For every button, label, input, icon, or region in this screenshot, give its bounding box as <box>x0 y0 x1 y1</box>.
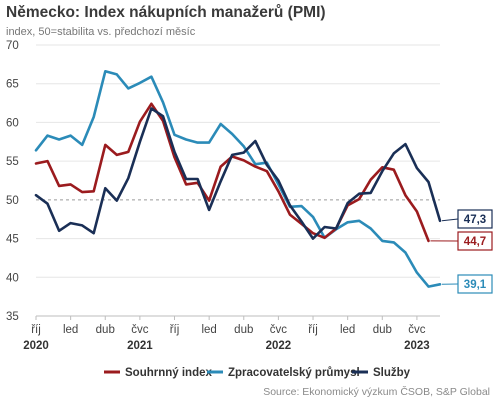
series-line <box>34 102 430 243</box>
year-label: 2021 <box>127 340 153 352</box>
legend-entry: Souhrnný index <box>125 367 213 379</box>
x-tick-label: čvc <box>270 324 288 336</box>
x-tick-label: led <box>63 324 78 336</box>
y-tick-label: 35 <box>6 311 19 323</box>
y-tick-label: 60 <box>6 117 19 129</box>
x-tick-label: led <box>340 324 355 336</box>
end-label-box <box>457 274 493 294</box>
y-tick-label: 70 <box>6 40 19 52</box>
x-tick-label: dub <box>373 324 392 336</box>
x-tick-label: říj <box>170 324 180 336</box>
series-line <box>34 107 442 240</box>
end-value-label: 47,3 <box>464 214 486 226</box>
x-tick-label: říj <box>308 324 318 336</box>
year-label: 2023 <box>404 340 430 352</box>
series-line <box>34 70 442 288</box>
x-tick-label: dub <box>234 324 253 336</box>
x-tick-label: dub <box>96 324 115 336</box>
end-label-leader <box>441 218 459 222</box>
x-tick-label: čvc <box>408 324 426 336</box>
chart-title: Německo: Index nákupních manažerů (PMI) <box>6 4 326 21</box>
y-tick-label: 45 <box>6 234 19 246</box>
x-tick-label: led <box>201 324 216 336</box>
year-label: 2020 <box>23 340 49 352</box>
x-tick-label: říj <box>31 324 41 336</box>
y-tick-label: 40 <box>6 272 19 284</box>
y-tick-label: 65 <box>6 79 19 91</box>
end-label-box <box>457 231 493 251</box>
end-value-label: 44,7 <box>464 236 486 248</box>
year-label: 2022 <box>266 340 292 352</box>
end-value-label: 39,1 <box>464 279 487 291</box>
y-tick-label: 50 <box>6 195 19 207</box>
y-tick-label: 55 <box>6 156 19 168</box>
chart-subtitle: index, 50=stabilita vs. předchozí měsíc <box>6 26 196 38</box>
legend-entry: Služby <box>373 367 411 379</box>
end-label-box <box>457 209 493 229</box>
x-tick-label: čvc <box>131 324 149 336</box>
legend-entry: Zpracovatelský průmysl <box>228 367 360 379</box>
source-note: Source: Ekonomický výzkum ČSOB, S&P Glob… <box>263 386 490 398</box>
